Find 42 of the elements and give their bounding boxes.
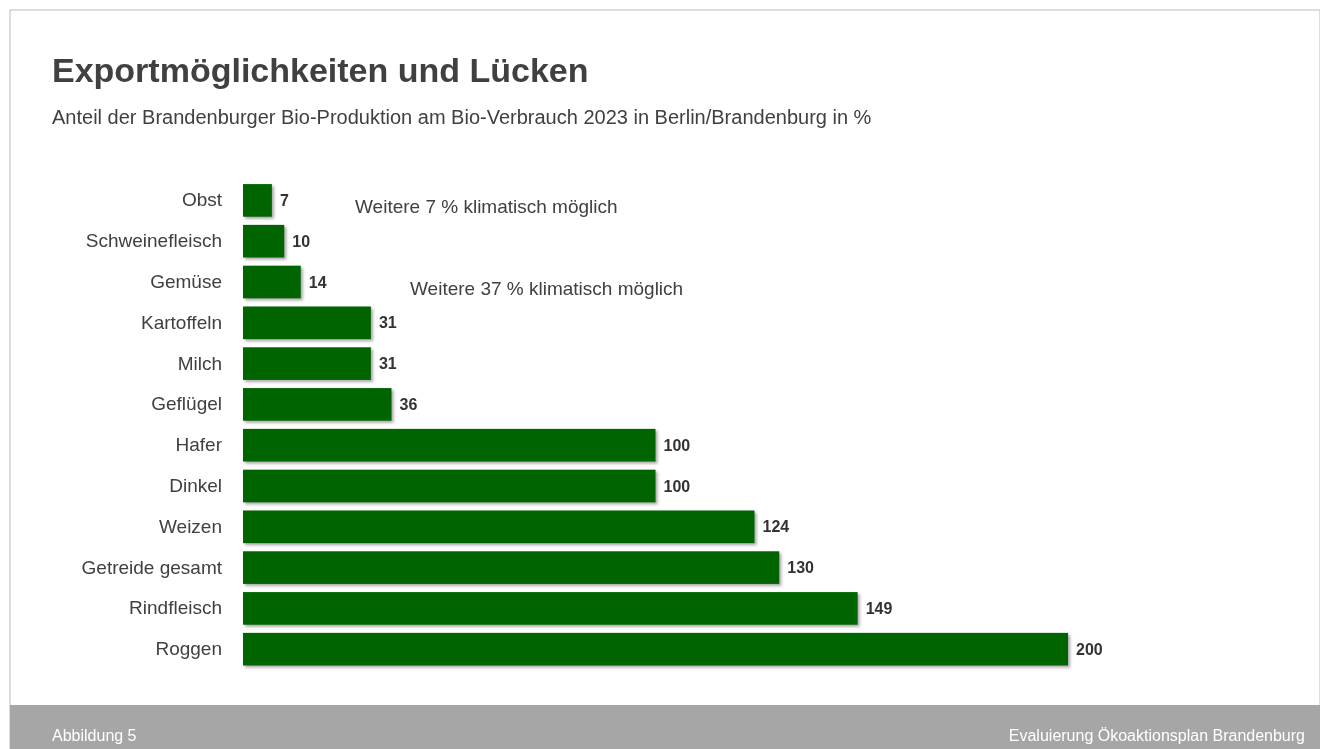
- bar: [243, 632, 1068, 666]
- bar: [243, 224, 285, 258]
- data-label: 7: [279, 192, 289, 209]
- data-label: 100: [663, 477, 691, 495]
- bar: [243, 551, 780, 584]
- data-label: 31: [378, 355, 397, 373]
- text: Evaluierung Ökoaktionsplan Brandenburg: [1008, 727, 1305, 744]
- data-label: 130: [787, 559, 815, 577]
- bar: [243, 592, 858, 625]
- bar: [243, 469, 656, 503]
- y-tick-label: Gemüse: [150, 271, 222, 293]
- bar: [243, 265, 301, 299]
- y-tick-label: Hafer: [175, 434, 223, 456]
- bar: [243, 428, 656, 462]
- y-tick-label: Roggen: [155, 638, 222, 660]
- bar: [243, 347, 371, 380]
- chart-title: Exportmöglichkeiten und Lücken: [52, 51, 589, 89]
- data-label: 200: [1076, 640, 1103, 658]
- y-tick-label: Rindfleisch: [129, 597, 222, 619]
- y-tick-label: Obst: [181, 189, 223, 211]
- bar: [243, 388, 392, 421]
- y-tick-label: Schweinefleisch: [85, 230, 222, 252]
- chart-subtitle: Anteil der Brandenburger Bio-Produktion am Bio-Verbrauch 2023 in Berlin/Brandenburg in %: [52, 106, 872, 128]
- y-tick-label: Getreide gesamt: [81, 556, 223, 578]
- y-tick-label: Milch: [177, 352, 222, 374]
- text: Abbildung 5: [52, 727, 137, 744]
- bar: [243, 184, 272, 217]
- data-label: 10: [292, 232, 311, 250]
- data-label: 31: [378, 314, 397, 332]
- data-label: 14: [308, 273, 327, 291]
- data-label: 149: [865, 600, 893, 617]
- y-tick-label: Weizen: [158, 515, 222, 537]
- data-label: 124: [762, 518, 790, 536]
- data-label: 36: [399, 396, 418, 413]
- bar: [243, 306, 371, 340]
- bar: [243, 510, 755, 544]
- y-tick-label: Kartoffeln: [141, 311, 222, 333]
- annotation: Weitere 37 % klimatisch möglich: [410, 277, 684, 299]
- y-tick-label: Geflügel: [151, 393, 222, 415]
- annotation: Weitere 7 % klimatisch möglich: [355, 196, 618, 218]
- y-tick-label: Dinkel: [169, 475, 222, 497]
- data-label: 100: [663, 436, 691, 454]
